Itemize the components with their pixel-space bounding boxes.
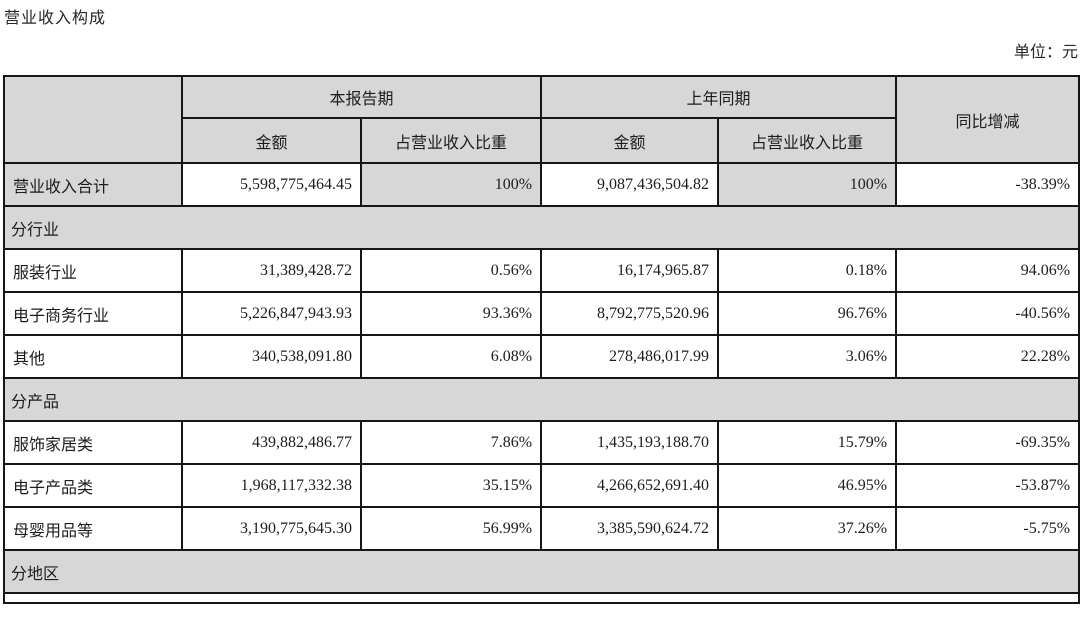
cutoff-cell bbox=[2, 592, 1080, 604]
current-proportion-cell: 7.86% bbox=[359, 420, 543, 465]
header-row-periods: 本报告期 上年同期 同比增减 bbox=[3, 75, 1080, 164]
header-empty-cell bbox=[3, 75, 183, 164]
yoy-change-cell: -5.75% bbox=[895, 506, 1080, 551]
row-label: 母婴用品等 bbox=[3, 506, 183, 551]
current-amount-cell: 31,389,428.72 bbox=[181, 248, 362, 293]
section-row-by-product: 分产品 bbox=[2, 377, 1080, 422]
table-row-cutoff bbox=[2, 592, 1080, 604]
header-amount-current: 金额 bbox=[181, 117, 362, 164]
prior-proportion-cell: 37.26% bbox=[717, 506, 898, 551]
table-row-ecommerce-industry: 电子商务行业 5,226,847,943.93 93.36% 8,792,775… bbox=[3, 291, 1080, 336]
page-title: 营业收入构成 bbox=[4, 10, 107, 27]
section-label: 分行业 bbox=[2, 205, 1080, 250]
prior-amount-cell: 4,266,652,691.40 bbox=[540, 463, 720, 508]
table-row-other-industry: 其他 340,538,091.80 6.08% 278,486,017.99 3… bbox=[3, 334, 1080, 379]
table-row-apparel-industry: 服装行业 31,389,428.72 0.56% 16,174,965.87 0… bbox=[3, 248, 1080, 293]
header-row-metrics: 金额 占营业收入比重 金额 占营业收入比重 bbox=[4, 117, 1079, 164]
current-amount-cell: 5,598,775,464.45 bbox=[181, 162, 362, 207]
prior-amount-cell: 8,792,775,520.96 bbox=[540, 291, 720, 336]
unit-label: 单位：元 bbox=[1013, 44, 1078, 61]
yoy-change-cell: 22.28% bbox=[895, 334, 1080, 379]
header-amount-prior: 金额 bbox=[540, 117, 720, 164]
current-amount-cell: 1,968,117,332.38 bbox=[181, 463, 362, 508]
yoy-change-cell: -69.35% bbox=[895, 420, 1080, 465]
prior-proportion-cell: 96.76% bbox=[717, 291, 898, 336]
current-proportion-cell: 35.15% bbox=[359, 463, 543, 508]
prior-proportion-cell: 100% bbox=[717, 162, 898, 207]
section-row-by-industry: 分行业 bbox=[2, 205, 1080, 250]
prior-proportion-cell: 46.95% bbox=[717, 463, 898, 508]
row-label: 服装行业 bbox=[3, 248, 183, 293]
yoy-change-cell: 94.06% bbox=[895, 248, 1080, 293]
table-row-electronic-products: 电子产品类 1,968,117,332.38 35.15% 4,266,652,… bbox=[3, 463, 1080, 508]
revenue-composition-table: 本报告期 上年同期 同比增减 金额 占营业收入比重 金额 占营业收入比重 营业收… bbox=[2, 75, 1080, 604]
yoy-change-cell: -38.39% bbox=[895, 162, 1080, 207]
yoy-change-cell: -53.87% bbox=[895, 463, 1080, 508]
prior-amount-cell: 1,435,193,188.70 bbox=[540, 420, 720, 465]
table-row-total-revenue: 营业收入合计 5,598,775,464.45 100% 9,087,436,5… bbox=[3, 162, 1080, 207]
header-proportion-prior: 占营业收入比重 bbox=[717, 117, 898, 164]
row-label: 电子产品类 bbox=[3, 463, 183, 508]
current-amount-cell: 340,538,091.80 bbox=[181, 334, 362, 379]
current-proportion-cell: 100% bbox=[359, 162, 543, 207]
current-proportion-cell: 93.36% bbox=[359, 291, 543, 336]
prior-amount-cell: 3,385,590,624.72 bbox=[540, 506, 720, 551]
prior-proportion-cell: 0.18% bbox=[717, 248, 898, 293]
yoy-change-cell: -40.56% bbox=[895, 291, 1080, 336]
current-amount-cell: 3,190,775,645.30 bbox=[181, 506, 362, 551]
current-proportion-cell: 6.08% bbox=[359, 334, 543, 379]
row-label: 其他 bbox=[3, 334, 183, 379]
header-current-period: 本报告期 bbox=[180, 75, 543, 119]
prior-amount-cell: 9,087,436,504.82 bbox=[540, 162, 720, 207]
table-row-apparel-home-products: 服饰家居类 439,882,486.77 7.86% 1,435,193,188… bbox=[3, 420, 1080, 465]
current-amount-cell: 439,882,486.77 bbox=[181, 420, 362, 465]
section-row-by-region: 分地区 bbox=[2, 549, 1080, 594]
prior-amount-cell: 16,174,965.87 bbox=[540, 248, 720, 293]
table-row-mother-baby-products: 母婴用品等 3,190,775,645.30 56.99% 3,385,590,… bbox=[3, 506, 1080, 551]
prior-proportion-cell: 3.06% bbox=[717, 334, 898, 379]
row-label: 服饰家居类 bbox=[3, 420, 183, 465]
section-label: 分地区 bbox=[2, 549, 1080, 594]
row-label: 电子商务行业 bbox=[3, 291, 183, 336]
current-proportion-cell: 56.99% bbox=[359, 506, 543, 551]
header-proportion-current: 占营业收入比重 bbox=[359, 117, 543, 164]
prior-amount-cell: 278,486,017.99 bbox=[540, 334, 720, 379]
row-label: 营业收入合计 bbox=[3, 162, 183, 207]
current-amount-cell: 5,226,847,943.93 bbox=[181, 291, 362, 336]
header-yoy-change: 同比增减 bbox=[895, 75, 1080, 164]
section-label: 分产品 bbox=[2, 377, 1080, 422]
prior-proportion-cell: 15.79% bbox=[717, 420, 898, 465]
current-proportion-cell: 0.56% bbox=[359, 248, 543, 293]
header-prior-period: 上年同期 bbox=[540, 75, 898, 119]
